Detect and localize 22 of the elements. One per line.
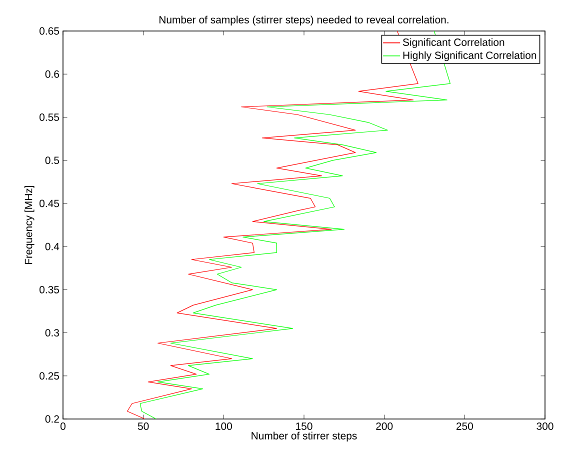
y-tick-label: 0.55 xyxy=(40,114,60,121)
x-tick-label: 0 xyxy=(60,422,66,430)
y-tick-label: 0.65 xyxy=(40,27,60,35)
y-tick-label: 0.6 xyxy=(45,70,60,78)
x-tick-label: 150 xyxy=(296,422,312,430)
y-tick-label: 0.25 xyxy=(40,372,60,380)
y-tick-label: 0.5 xyxy=(45,156,60,164)
y-tick-label: 0.35 xyxy=(40,286,60,294)
legend-label: Highly Significant Correlation xyxy=(403,51,536,62)
y-axis-title: Frequency [MHz] xyxy=(24,186,34,264)
x-tick-label: 300 xyxy=(536,422,554,430)
x-axis-title: Number of stirrer steps xyxy=(252,432,357,442)
y-tick-label: 0.3 xyxy=(45,329,60,336)
chart-title: Number of samples (stirrer steps) needed to reveal correlation. xyxy=(160,16,448,26)
y-tick-label: 0.4 xyxy=(45,242,60,250)
y-tick-label: 0.45 xyxy=(40,200,60,208)
x-tick-label: 100 xyxy=(216,422,232,430)
x-tick-label: 50 xyxy=(138,422,149,430)
x-tick-label: 250 xyxy=(456,422,473,430)
x-tick-label: 200 xyxy=(376,422,393,430)
y-tick-label: 0.2 xyxy=(45,415,59,423)
legend-label: Significant Correlation xyxy=(402,38,504,48)
